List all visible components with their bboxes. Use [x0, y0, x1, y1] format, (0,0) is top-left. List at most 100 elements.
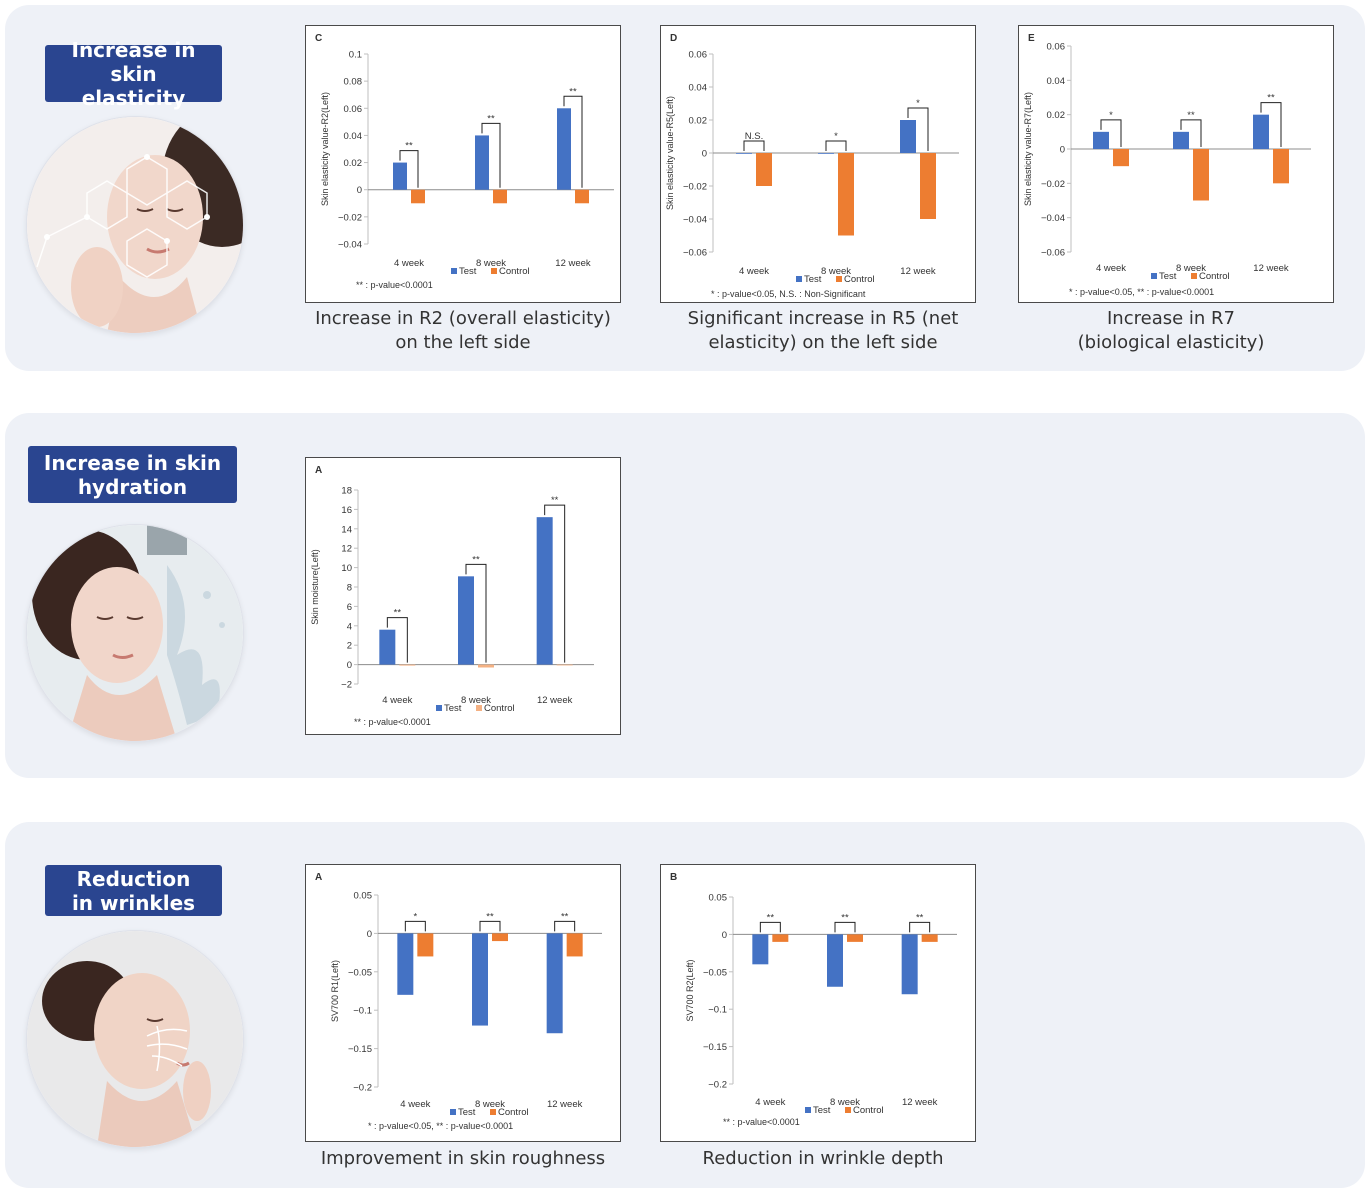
- x-tick-label: 4 week: [382, 695, 412, 706]
- footnote: ** : p-value<0.0001: [354, 717, 431, 727]
- y-tick-label: 4: [347, 621, 352, 632]
- significance-label: *: [834, 131, 838, 142]
- caption-wrinkle-depth: Reduction in wrinkle depth: [702, 1148, 944, 1169]
- legend-test-label: Test: [804, 274, 822, 285]
- y-tick-label: 0.04: [1047, 76, 1066, 87]
- y-tick-label: 0.02: [344, 158, 363, 169]
- legend-control-label: Control: [498, 1107, 529, 1118]
- bar-test: [475, 135, 489, 190]
- legend-test-swatch: [450, 1109, 456, 1115]
- y-tick-label: 2: [347, 641, 352, 652]
- face-wrinkle-lines-icon: [26, 930, 244, 1148]
- bar-control: [1273, 149, 1289, 184]
- y-tick-label: 0.06: [689, 50, 708, 61]
- significance-bracket: [759, 921, 781, 933]
- panel-label: B: [670, 872, 677, 883]
- bar-control: [478, 664, 494, 668]
- significance-label: **: [551, 495, 559, 506]
- significance-bracket: [834, 921, 856, 933]
- y-tick-label: −0.02: [683, 182, 707, 193]
- significance-bracket: [465, 563, 487, 663]
- y-tick-label: −0.15: [703, 1042, 727, 1053]
- chart-r7: E Skin elasticity value-R7(Left) 0.06 0.04 0…: [1018, 25, 1334, 303]
- y-tick-label: −0.1: [353, 1006, 372, 1017]
- y-tick-label: 8: [347, 583, 352, 594]
- bar-control: [566, 933, 583, 957]
- y-tick-label: −0.2: [708, 1080, 727, 1091]
- legend-test-swatch: [805, 1107, 811, 1113]
- bar-control: [920, 153, 936, 219]
- y-tick-label: −0.06: [683, 248, 707, 259]
- panel-label: A: [315, 465, 322, 476]
- x-tick-label: 8 week: [821, 266, 851, 277]
- bar-control: [838, 153, 854, 236]
- y-axis-label: SV700 R1(Left): [330, 960, 340, 1022]
- x-tick-label: 4 week: [394, 258, 424, 269]
- y-tick-label: 12: [341, 544, 352, 555]
- significance-label: **: [405, 141, 413, 152]
- y-tick-label: 0: [1060, 145, 1065, 156]
- y-tick-label: 0.02: [689, 116, 708, 127]
- y-tick-label: −0.2: [353, 1083, 372, 1094]
- significance-label: N.S.: [745, 131, 763, 142]
- y-tick-label: 0: [357, 185, 362, 196]
- bar-test: [1173, 131, 1189, 149]
- y-tick-label: −0.06: [1041, 248, 1065, 259]
- x-tick-label: 8 week: [830, 1097, 860, 1108]
- significance-bracket: [399, 150, 419, 188]
- hydration-badge: Increase in skin hydration: [28, 446, 237, 503]
- y-tick-label: −0.05: [703, 967, 727, 978]
- legend-test-label: Test: [813, 1105, 831, 1116]
- y-tick-label: −0.02: [1041, 179, 1065, 190]
- y-axis-label: Skin elasticity value-R5(Left): [665, 96, 675, 210]
- bar-test: [900, 120, 916, 153]
- significance-label: **: [916, 912, 924, 923]
- face-elasticity-icon: [26, 116, 244, 334]
- bar-control: [411, 189, 425, 204]
- legend-control-swatch: [491, 268, 497, 274]
- panel-label: E: [1028, 33, 1035, 44]
- legend-control-swatch: [1191, 273, 1197, 279]
- significance-label: *: [916, 98, 920, 109]
- bar-test: [472, 933, 488, 1026]
- significance-bracket: [1100, 119, 1122, 147]
- y-tick-label: 0: [347, 660, 352, 671]
- y-tick-label: 10: [341, 563, 352, 574]
- x-tick-label: 4 week: [755, 1097, 785, 1108]
- caption-r5: Significant increase in R5 (net elastici…: [687, 308, 959, 353]
- legend-test-swatch: [1151, 273, 1157, 279]
- legend-test-label: Test: [458, 1107, 476, 1118]
- y-tick-label: 0: [367, 929, 372, 940]
- x-tick-label: 8 week: [475, 1099, 505, 1110]
- significance-bracket: [479, 920, 501, 932]
- legend-control-label: Control: [1199, 271, 1230, 282]
- bar-control: [399, 664, 416, 666]
- wrinkles-badge-label: Reduction in wrinkles: [71, 866, 196, 915]
- y-tick-label: −0.04: [338, 240, 362, 251]
- y-tick-label: 16: [341, 505, 352, 516]
- y-tick-label: 0.1: [349, 50, 362, 61]
- bar-test: [827, 934, 843, 987]
- bar-control: [556, 664, 573, 666]
- x-tick-label: 8 week: [1176, 263, 1206, 274]
- significance-label: *: [1109, 110, 1113, 121]
- legend-test-swatch: [436, 705, 442, 711]
- legend-test-swatch: [796, 276, 802, 282]
- y-tick-label: 0.06: [1047, 42, 1066, 53]
- chart-r2: C Skin elasticity value-R2(Left) 0.1 0.08 0.…: [305, 25, 621, 303]
- significance-bracket: [909, 921, 931, 933]
- bar-control: [493, 189, 507, 204]
- significance-bracket: [907, 107, 929, 151]
- y-axis-label: Skin moisture(Left): [310, 549, 320, 625]
- bar-control: [492, 933, 508, 942]
- wrinkles-badge: Reduction in wrinkles: [45, 865, 222, 916]
- y-tick-label: 0.04: [344, 131, 363, 142]
- x-tick-label: 12 week: [902, 1097, 938, 1108]
- significance-bracket: [743, 140, 765, 151]
- y-tick-label: 0: [702, 149, 707, 160]
- y-tick-label: 0.04: [689, 83, 708, 94]
- significance-bracket: [825, 140, 847, 151]
- bar-test: [546, 933, 563, 1034]
- legend-control-swatch: [845, 1107, 851, 1113]
- bar-control: [921, 934, 938, 942]
